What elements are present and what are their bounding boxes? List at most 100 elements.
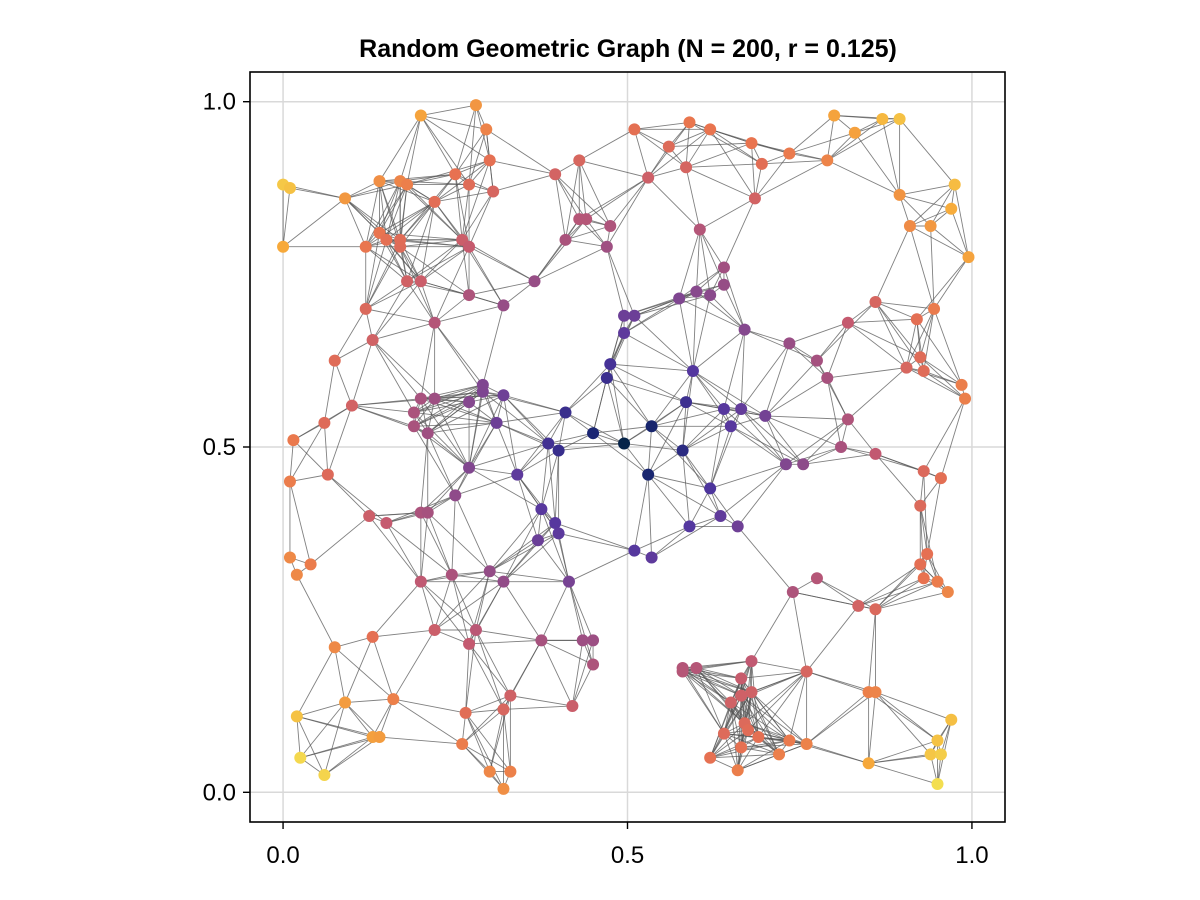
graph-edge — [365, 246, 408, 282]
graph-edge — [682, 671, 725, 734]
graph-node — [373, 731, 386, 744]
graph-edge — [909, 208, 952, 227]
graph-edge — [699, 229, 711, 296]
graph-edge — [554, 450, 560, 523]
graph-edge — [393, 698, 463, 745]
graph-edge — [434, 574, 453, 631]
graph-edge — [372, 322, 435, 341]
graph-edge — [806, 743, 869, 764]
graph-edge — [634, 128, 687, 168]
graph-edge — [503, 394, 566, 413]
graph-edge — [685, 166, 756, 199]
graph-node — [704, 123, 717, 136]
graph-edge — [461, 743, 511, 772]
graph-node — [283, 182, 296, 195]
graph-edge — [740, 695, 759, 738]
graph-edge — [847, 318, 917, 324]
graph-edge — [420, 115, 456, 175]
graph-node — [745, 137, 758, 150]
graph-edge — [454, 174, 463, 240]
graph-edge — [840, 446, 924, 472]
graph-edge — [351, 405, 415, 413]
graph-edge — [696, 267, 725, 292]
graph-edge — [751, 143, 756, 199]
graph-edge — [451, 495, 456, 575]
graph-edge — [534, 246, 608, 282]
graph-edge — [489, 522, 556, 572]
graph-edge — [296, 574, 336, 648]
graph-edge — [571, 664, 594, 707]
graph-node — [573, 154, 586, 167]
graph-edge — [723, 267, 746, 330]
graph-edge — [730, 425, 787, 465]
graph-node — [735, 741, 748, 754]
graph-edge — [696, 291, 745, 330]
graph-edge — [826, 115, 835, 161]
graph-edge — [510, 695, 573, 707]
graph-edge — [282, 187, 291, 247]
graph-edge — [461, 184, 470, 240]
graph-edge — [468, 467, 518, 476]
graph-edge — [792, 591, 808, 672]
axis-ticks: 0.0 0.5 1.0 0.0 0.5 1.0 — [203, 89, 989, 869]
graph-edge — [475, 629, 511, 696]
graph-edge — [468, 246, 535, 282]
graph-node — [304, 558, 317, 571]
graph-edge — [324, 736, 373, 776]
graph-edge — [875, 453, 921, 506]
graph-edge — [548, 432, 594, 444]
graph-node — [783, 147, 796, 160]
graph-node — [328, 354, 341, 367]
graph-edge — [737, 526, 794, 593]
graph-node — [587, 658, 600, 671]
graph-edge — [765, 377, 828, 417]
graph-edge — [465, 643, 470, 713]
graph-edge — [634, 526, 690, 552]
graph-edge — [296, 647, 336, 717]
graph-edge — [323, 422, 329, 475]
graph-node — [735, 403, 748, 416]
graph-node — [917, 465, 930, 478]
graph-node — [428, 316, 441, 329]
graph-edge — [875, 301, 917, 320]
graph-edge — [434, 191, 494, 203]
graph-edge — [682, 671, 745, 724]
graph-edge — [540, 450, 560, 510]
graph-node — [869, 447, 882, 460]
graph-edge — [555, 522, 635, 552]
graph-edge — [585, 177, 649, 220]
graph-edge — [461, 743, 504, 790]
graph-edge — [334, 339, 373, 362]
graph-node — [642, 468, 655, 481]
graph-edge — [854, 118, 900, 134]
graph-edge — [740, 408, 804, 465]
graph-edge — [723, 284, 746, 330]
graph-edge — [475, 629, 542, 641]
graph-edge — [868, 692, 876, 764]
graph-node — [628, 309, 641, 322]
graph-edge — [461, 160, 491, 240]
graph-edge — [730, 702, 790, 741]
graph-edge — [623, 443, 649, 475]
graph-node — [921, 548, 934, 561]
graph-edge — [709, 736, 759, 759]
graph-node — [924, 220, 937, 233]
graph-edge — [754, 159, 828, 199]
graph-node — [463, 637, 476, 650]
graph-edge — [413, 422, 497, 427]
graph-edge — [826, 132, 856, 161]
graph-edge — [919, 505, 928, 555]
graph-node — [321, 468, 334, 481]
graph-edge — [923, 471, 928, 555]
graph-edge — [427, 394, 504, 434]
graph-edge — [678, 229, 701, 299]
graph-edge — [875, 577, 924, 610]
graph-edge — [420, 115, 487, 130]
graph-edge — [289, 481, 312, 565]
graph-edge — [720, 463, 787, 517]
graph-edge — [327, 405, 353, 475]
graph-edge — [427, 432, 470, 469]
graph-edge — [296, 716, 301, 758]
graph-edge — [578, 160, 611, 227]
graph-edge — [296, 716, 325, 776]
